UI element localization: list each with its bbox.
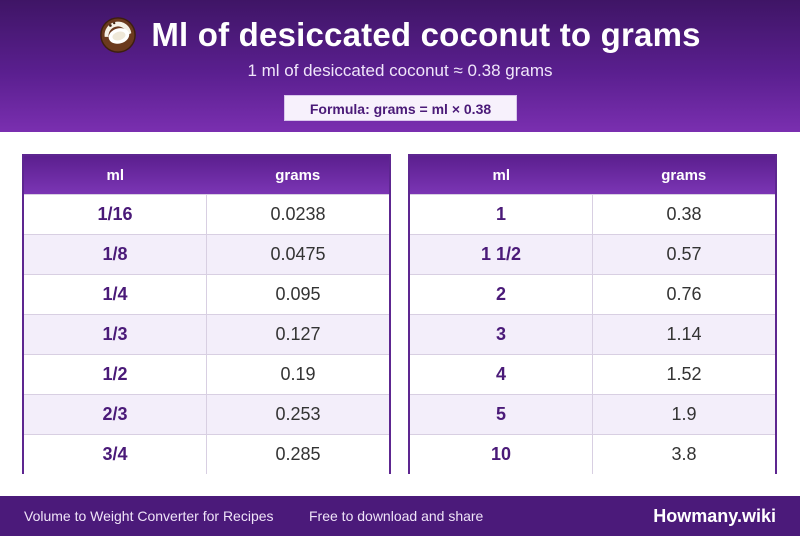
table-row: 5 1.9	[410, 394, 775, 434]
table-row: 2/3 0.253	[24, 394, 389, 434]
ml-cell: 1/3	[24, 315, 207, 354]
grams-cell: 0.095	[275, 284, 321, 304]
table-row: 1/16 0.0238	[24, 194, 389, 234]
grams-cell: 3.8	[671, 444, 697, 464]
column-header-ml: ml	[492, 166, 510, 184]
table-row: 1/8 0.0475	[24, 234, 389, 274]
formula-badge: Formula: grams = ml × 0.38	[284, 95, 517, 121]
grams-cell: 1.9	[671, 404, 697, 424]
grams-cell: 1.52	[666, 364, 702, 384]
grams-cell: 0.285	[275, 444, 321, 464]
table-row: 1 1/2 0.57	[410, 234, 775, 274]
ml-cell: 1/4	[24, 275, 207, 314]
table-row: 1/4 0.095	[24, 274, 389, 314]
table-row: 3/4 0.285	[24, 434, 389, 474]
column-header-grams: grams	[661, 166, 707, 184]
ml-cell: 1/2	[24, 355, 207, 394]
column-header-grams: grams	[275, 166, 321, 184]
ml-cell: 1/8	[24, 235, 207, 274]
footer-share-text: Free to download and share	[309, 508, 484, 524]
table-row: 2 0.76	[410, 274, 775, 314]
table-row: 4 1.52	[410, 354, 775, 394]
header-banner: Ml of desiccated coconut to grams 1 ml o…	[0, 0, 800, 132]
page-title: Ml of desiccated coconut to grams	[151, 16, 701, 53]
grams-cell: 0.0475	[270, 244, 326, 264]
ml-cell: 5	[410, 395, 593, 434]
table-header: ml grams	[24, 156, 389, 194]
grams-cell: 0.38	[666, 204, 702, 224]
table-body: 1/16 0.0238 1/8 0.0475 1/4 0.095 1/3 0.1…	[24, 194, 389, 474]
page-subtitle: 1 ml of desiccated coconut ≈ 0.38 grams	[247, 61, 553, 80]
table-body: 1 0.38 1 1/2 0.57 2 0.76 3 1.14 4 1.52 5…	[410, 194, 775, 474]
ml-cell: 1	[410, 195, 593, 234]
grams-cell: 0.253	[275, 404, 321, 424]
table-row: 1/3 0.127	[24, 314, 389, 354]
grams-cell: 0.57	[666, 244, 702, 264]
ml-cell: 3	[410, 315, 593, 354]
ml-cell: 4	[410, 355, 593, 394]
grams-cell: 0.0238	[270, 204, 326, 224]
brand-logo-text[interactable]: Howmany.wiki	[653, 505, 776, 526]
ml-cell: 3/4	[24, 435, 207, 474]
conversion-table-right: ml grams 1 0.38 1 1/2 0.57 2 0.76 3 1.14…	[408, 154, 777, 474]
table-row: 10 3.8	[410, 434, 775, 474]
title-row: Ml of desiccated coconut to grams	[0, 14, 800, 56]
table-row: 3 1.14	[410, 314, 775, 354]
grams-cell: 0.76	[666, 284, 702, 304]
ml-cell: 2/3	[24, 395, 207, 434]
grams-cell: 0.127	[275, 324, 321, 344]
grams-cell: 1.14	[666, 324, 702, 344]
ml-cell: 2	[410, 275, 593, 314]
ml-cell: 1 1/2	[410, 235, 593, 274]
grams-cell: 0.19	[280, 364, 316, 384]
conversion-table-left: ml grams 1/16 0.0238 1/8 0.0475 1/4 0.09…	[22, 154, 391, 474]
table-row: 1/2 0.19	[24, 354, 389, 394]
ml-cell: 10	[410, 435, 593, 474]
table-header: ml grams	[410, 156, 775, 194]
column-header-ml: ml	[106, 166, 124, 184]
footer-converter-text: Volume to Weight Converter for Recipes	[24, 508, 274, 524]
ml-cell: 1/16	[24, 195, 207, 234]
footer-bar: Volume to Weight Converter for Recipes F…	[0, 496, 800, 536]
table-row: 1 0.38	[410, 194, 775, 234]
coconut-icon	[100, 17, 137, 53]
